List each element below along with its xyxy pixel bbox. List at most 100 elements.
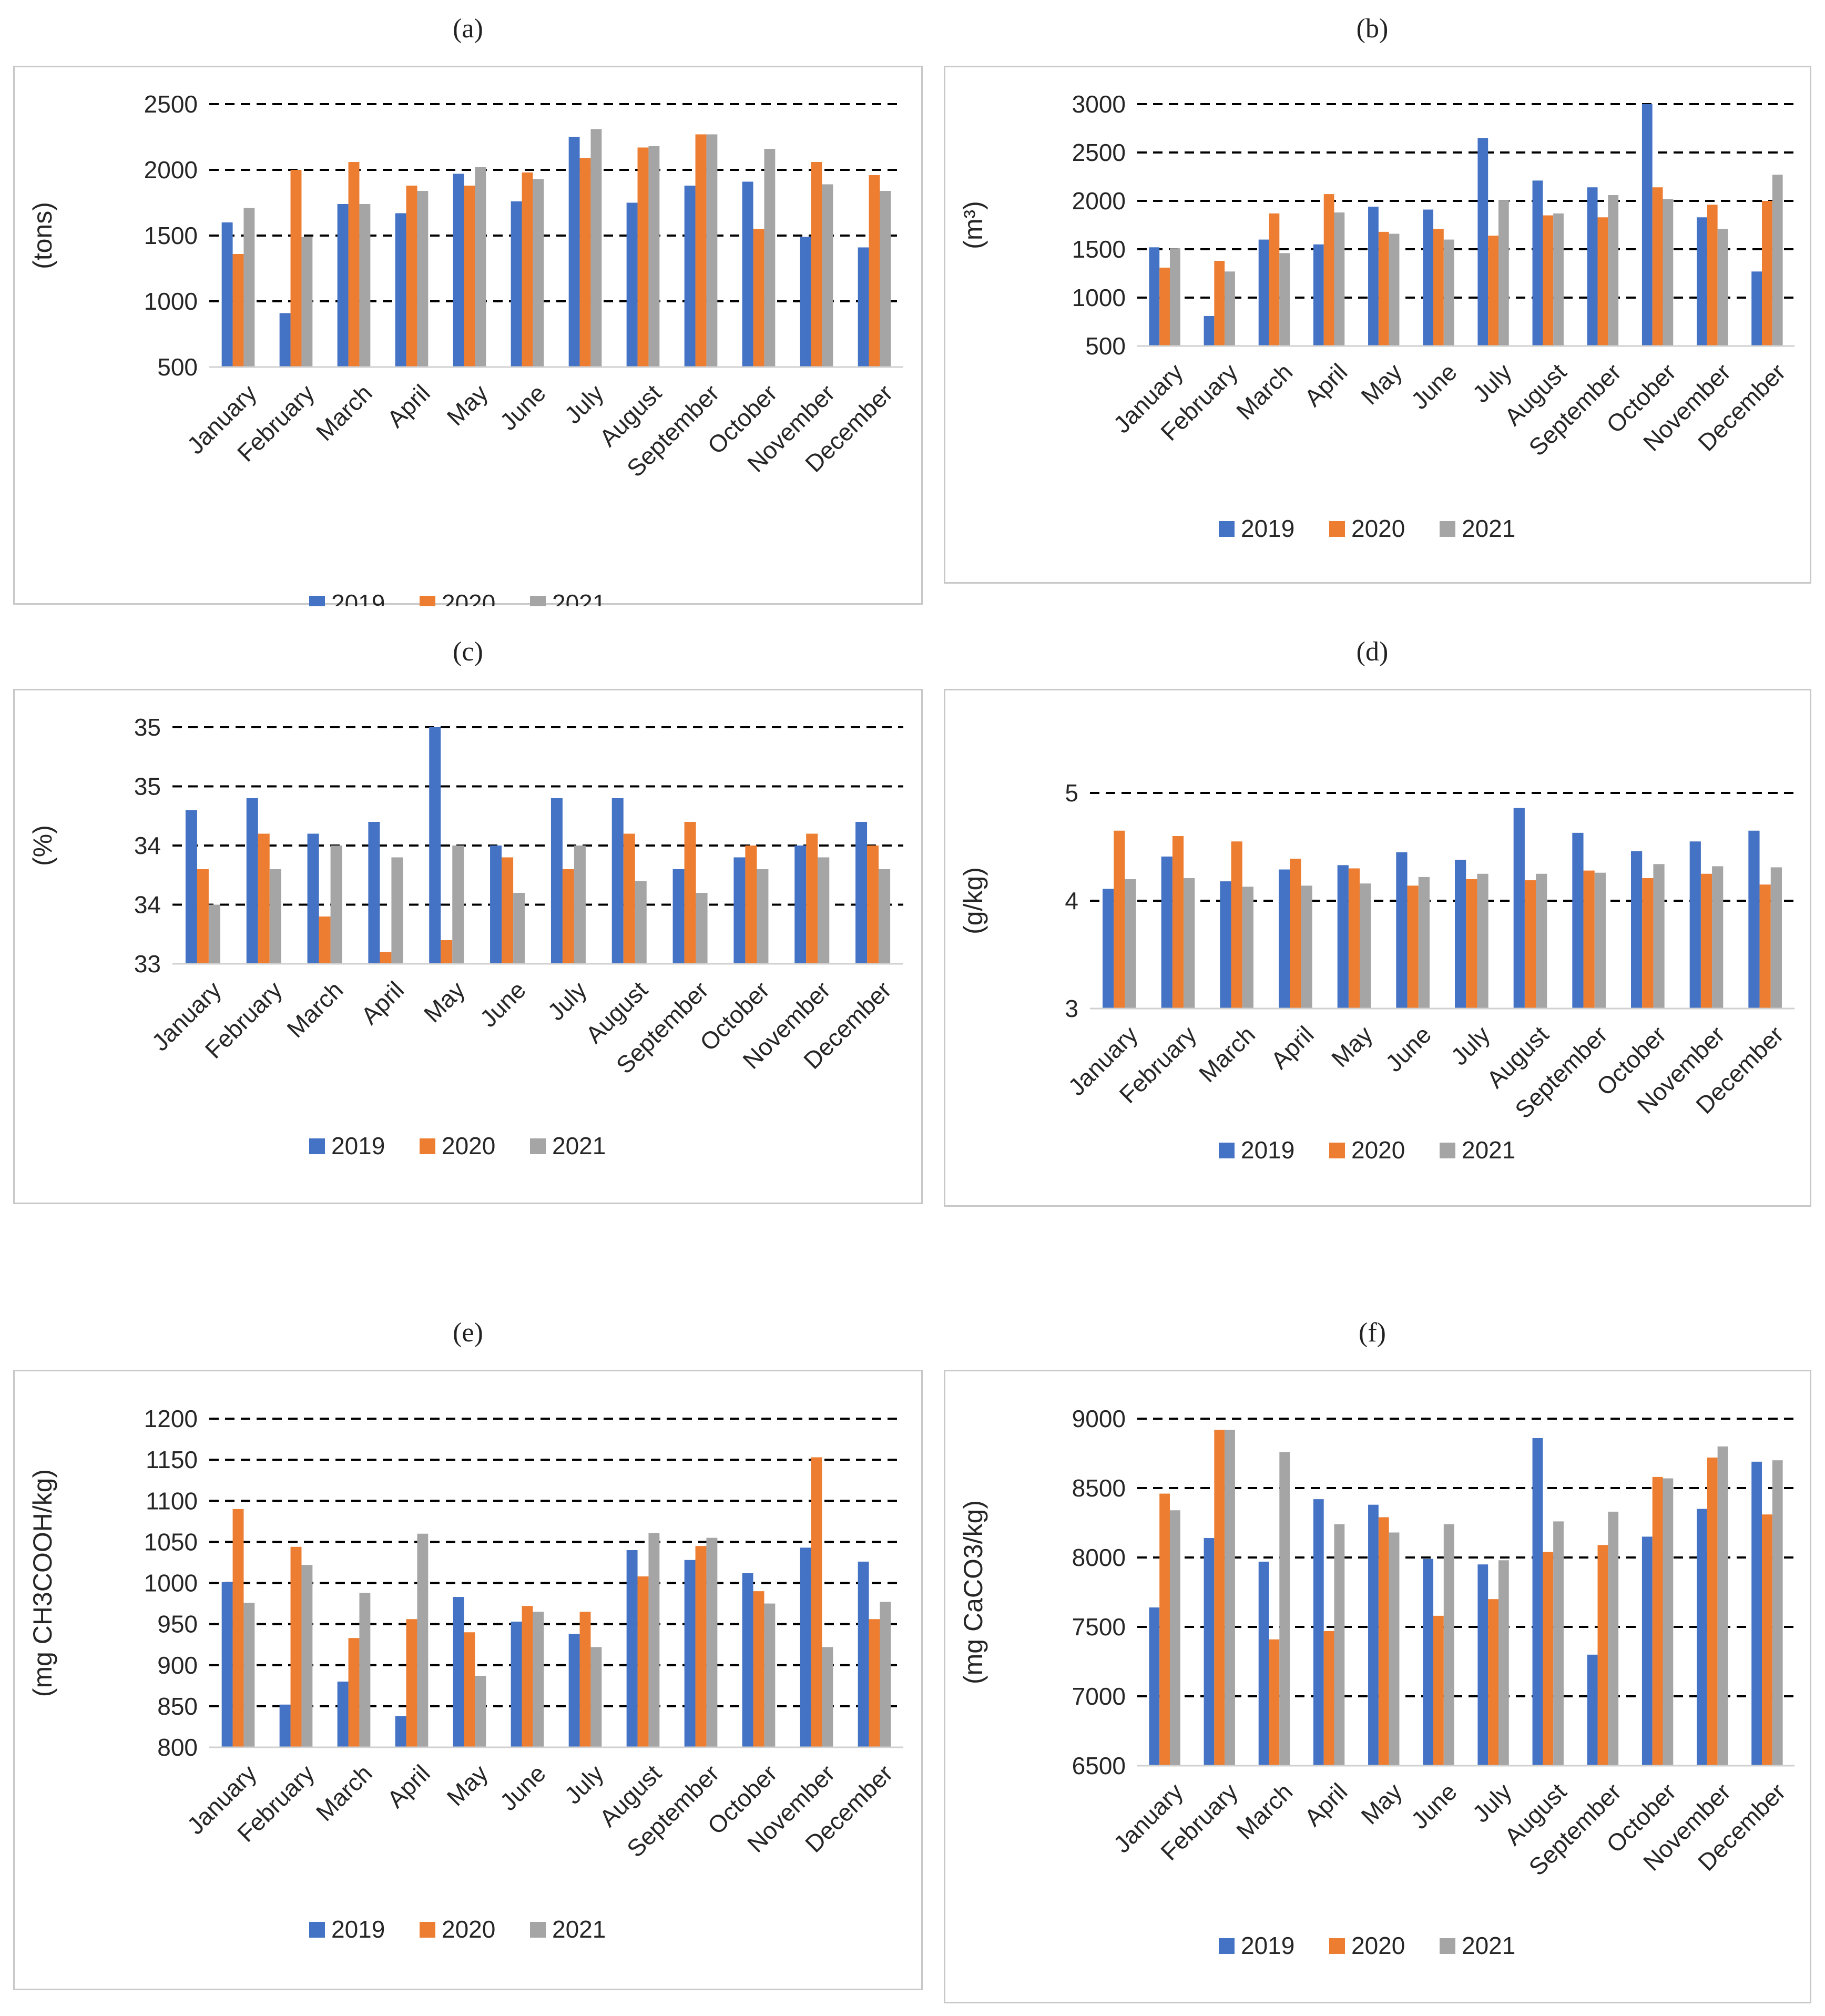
bar-2019-march [1258, 239, 1269, 346]
bar-2020-june [1433, 1615, 1444, 1766]
bar-2019-september [684, 186, 696, 367]
bar-2019-september [1587, 187, 1598, 346]
bar-2020-october [745, 846, 757, 964]
bar-2021-may [1389, 233, 1400, 346]
bar-2021-august [1536, 873, 1547, 1009]
bar-2021-may [1360, 883, 1371, 1009]
bar-2021-june [533, 179, 544, 367]
bar-2020-november [806, 833, 818, 964]
bar-2019-february [1204, 1538, 1215, 1766]
bar-2019-february [279, 1704, 291, 1747]
bar-2019-january [1149, 1607, 1160, 1766]
x-tick-label-july: July [559, 1759, 609, 1809]
chart-b: 500 1000 1500 2000 2500 3000 January February Ma… [944, 66, 1811, 584]
y-tick-label: 900 [157, 1652, 198, 1679]
bar-2019-july [1455, 860, 1466, 1009]
bar-2019-april [368, 822, 380, 964]
bar-2020-june [1433, 229, 1444, 346]
bar-2020-january [232, 1509, 244, 1747]
y-axis-label: (mg CaCO3/kg) [959, 1500, 988, 1684]
bar-2020-january [197, 869, 209, 964]
bar-2020-january [1159, 1493, 1170, 1766]
y-tick-label: 34 [134, 891, 161, 919]
y-tick-label: 1100 [146, 1487, 198, 1514]
bar-2021-december [880, 191, 891, 367]
bar-2019-december [1748, 830, 1760, 1009]
bar-2019-april [1313, 244, 1324, 346]
bar-2021-november [822, 1647, 833, 1747]
y-tick-label: 33 [134, 950, 161, 978]
bar-2020-march [348, 1638, 360, 1747]
y-tick-label: 35 [134, 714, 161, 741]
bar-2019-december [1751, 1461, 1762, 1766]
bar-2020-november [1707, 1457, 1718, 1766]
bar-2021-january [208, 904, 220, 964]
y-tick-label: 1000 [1072, 284, 1126, 311]
legend-label-2021: 2021 [1462, 515, 1515, 542]
bar-2020-august [1543, 1552, 1554, 1766]
bar-2020-march [319, 917, 331, 964]
bar-2021-october [1663, 1478, 1674, 1766]
chart-b-svg: 50010001500200025003000JanuaryFebruaryMa… [959, 90, 1795, 542]
bar-2019-august [1532, 1438, 1543, 1766]
y-tick-label: 500 [1085, 332, 1126, 360]
y-tick-label: 1050 [144, 1528, 198, 1555]
bar-2021-october [757, 869, 769, 964]
legend-label-2020: 2020 [1351, 1932, 1405, 1959]
y-tick-label: 1000 [144, 288, 198, 315]
bar-2019-april [395, 1716, 406, 1747]
bar-2021-december [1772, 1460, 1783, 1766]
bar-2019-march [337, 1682, 349, 1747]
x-tick-label-july: July [1445, 1021, 1495, 1071]
bar-2020-may [464, 186, 475, 367]
bar-2021-june [1418, 877, 1430, 1009]
legend-swatch-2020 [1329, 1143, 1345, 1158]
bar-2021-april [417, 191, 429, 367]
bar-2021-june [1443, 239, 1454, 346]
y-tick-label: 2500 [1072, 139, 1126, 166]
legend-label-2020: 2020 [442, 589, 495, 606]
legend-swatch-2020 [420, 1922, 435, 1938]
x-tick-label-march: March [1231, 358, 1298, 425]
bar-2020-april [1290, 859, 1301, 1009]
legend-label-2021: 2021 [552, 1916, 606, 1943]
bar-2019-may [453, 1597, 464, 1747]
bar-2019-july [568, 137, 580, 367]
y-tick-label: 4 [1065, 887, 1078, 914]
chart-e: 800 850 900 950 1000 1050 1100 1150 1200 January F… [13, 1370, 923, 1990]
bar-2020-january [232, 254, 244, 367]
bar-2019-june [511, 1621, 522, 1747]
bar-2019-august [611, 798, 624, 964]
bar-2021-march [1242, 887, 1253, 1009]
bar-2021-march [1279, 253, 1290, 346]
bar-2019-august [1513, 808, 1525, 1009]
bar-2021-may [452, 846, 464, 964]
bar-2020-february [1172, 836, 1184, 1009]
y-tick-label: 500 [157, 353, 198, 381]
y-axis-label: (tons) [28, 202, 57, 269]
legend-swatch-2021 [530, 1138, 546, 1154]
bar-2020-april [1323, 1631, 1334, 1766]
y-tick-label: 1500 [1072, 236, 1126, 263]
legend-swatch-2019 [1219, 1938, 1235, 1954]
bar-2020-may [1348, 868, 1360, 1009]
bar-2020-september [1583, 870, 1595, 1009]
bar-2019-february [246, 798, 258, 964]
bar-2021-august [1553, 1521, 1564, 1766]
bar-2019-may [1368, 1504, 1379, 1766]
bar-2020-october [1652, 1477, 1663, 1766]
bar-2019-october [1631, 851, 1643, 1009]
x-tick-label-may: May [1326, 1021, 1378, 1072]
bar-2020-august [1543, 215, 1554, 346]
x-tick-label-may: May [442, 379, 493, 431]
bar-2021-november [818, 857, 830, 964]
x-tick-label-march: March [311, 1759, 378, 1826]
y-tick-label: 2000 [144, 156, 198, 184]
y-axis-label: (g/kg) [959, 867, 988, 934]
legend-label-2021: 2021 [1462, 1932, 1515, 1959]
y-tick-label: 5 [1065, 779, 1078, 807]
x-tick-label-march: March [1231, 1778, 1298, 1845]
legend-label-2021: 2021 [552, 589, 606, 606]
bar-2020-december [1762, 1514, 1772, 1766]
bar-2020-september [695, 134, 707, 367]
